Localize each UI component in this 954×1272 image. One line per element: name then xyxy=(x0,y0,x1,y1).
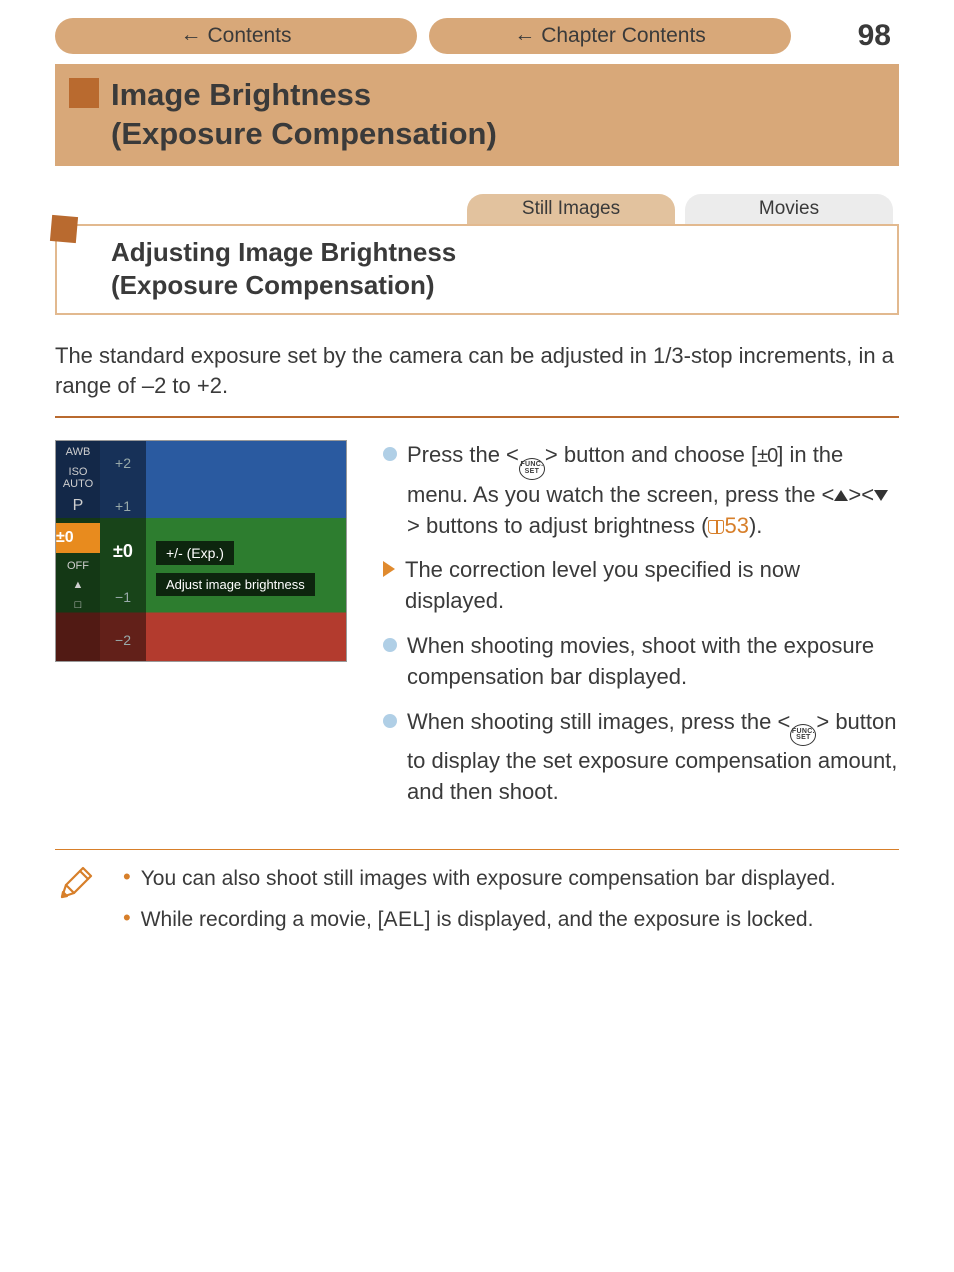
text: ). xyxy=(749,513,762,538)
book-icon xyxy=(708,520,724,534)
bullet-circle-icon xyxy=(383,638,397,652)
lcd-menu-item: OFF xyxy=(67,561,89,573)
exposure-icon: ±0 xyxy=(757,445,777,467)
chapter-contents-label: Chapter Contents xyxy=(541,24,706,48)
section-heading: Adjusting Image Brightness (Exposure Com… xyxy=(55,224,899,316)
scale-label: +1 xyxy=(115,498,131,514)
contents-label: Contents xyxy=(207,24,291,48)
tab-still-images: Still Images xyxy=(467,194,675,224)
lcd-menu-item: P xyxy=(73,498,84,515)
subheading-line-1: Adjusting Image Brightness xyxy=(111,236,879,270)
divider xyxy=(55,416,899,418)
text: >< xyxy=(848,482,874,507)
intro-text: The standard exposure set by the camera … xyxy=(55,341,899,400)
text: ] is displayed, and the exposure is lock… xyxy=(425,908,814,931)
pencil-note-icon xyxy=(55,864,95,904)
camera-lcd-screenshot: AWB ISO AUTO P ±0 OFF ▲ □ +2 +1 ±0 −1 −2… xyxy=(55,440,347,662)
func-set-icon: FUNC.SET xyxy=(519,458,545,480)
lcd-menu-item: ISO AUTO xyxy=(56,467,100,490)
title-line-1: Image Brightness xyxy=(111,76,879,115)
note-item: • You can also shoot still images with e… xyxy=(123,864,899,894)
instruction-item: Press the <FUNC.SET> button and choose [… xyxy=(383,440,899,541)
scale-label: +2 xyxy=(115,455,131,471)
note-bullet-icon: • xyxy=(123,864,131,894)
lcd-tooltip-title: +/- (Exp.) xyxy=(156,541,234,565)
text: When shooting movies, shoot with the exp… xyxy=(407,631,899,693)
page-title: Image Brightness (Exposure Compensation) xyxy=(55,64,899,166)
applicability-tabs: Still Images Movies xyxy=(55,194,899,224)
text: Press the < xyxy=(407,442,519,467)
lcd-menu-item: ▲ xyxy=(73,580,84,592)
lcd-menu-item: AWB xyxy=(66,447,91,459)
subheading-line-2: (Exposure Compensation) xyxy=(111,269,879,303)
text: The correction level you specified is no… xyxy=(405,555,899,617)
scale-label: −2 xyxy=(115,632,131,648)
instruction-item: When shooting still images, press the <F… xyxy=(383,707,899,808)
func-set-icon: FUNC.SET xyxy=(790,724,816,746)
scale-label: −1 xyxy=(115,589,131,605)
ael-label: AEL xyxy=(383,908,424,931)
tab-movies-label: Movies xyxy=(759,198,819,220)
text: > button and choose [ xyxy=(545,442,757,467)
note-item: • While recording a movie, [AEL] is disp… xyxy=(123,905,899,935)
tab-still-label: Still Images xyxy=(522,198,620,220)
xref-number: 53 xyxy=(724,513,748,538)
scale-label: ±0 xyxy=(113,541,133,562)
lcd-menu-selected: ±0 xyxy=(56,523,100,553)
text: You can also shoot still images with exp… xyxy=(141,864,836,894)
page-number: 98 xyxy=(858,19,899,53)
bullet-triangle-icon xyxy=(383,561,395,577)
lcd-tooltip-sub: Adjust image brightness xyxy=(156,573,315,596)
lcd-exposure-scale: +2 +1 ±0 −1 −2 xyxy=(100,441,146,661)
text: When shooting still images, press the < xyxy=(407,709,790,734)
page-reference-link[interactable]: 53 xyxy=(708,513,748,538)
instruction-item: The correction level you specified is no… xyxy=(383,555,899,617)
title-line-2: (Exposure Compensation) xyxy=(111,115,879,154)
bullet-circle-icon xyxy=(383,447,397,461)
note-bullet-icon: • xyxy=(123,905,131,935)
instruction-item: When shooting movies, shoot with the exp… xyxy=(383,631,899,693)
back-arrow-icon: ← xyxy=(180,23,201,47)
lcd-menu-item: □ xyxy=(75,600,82,612)
instruction-list: Press the <FUNC.SET> button and choose [… xyxy=(383,440,899,821)
lcd-menu-column: AWB ISO AUTO P ±0 OFF ▲ □ xyxy=(56,441,100,661)
chapter-contents-button[interactable]: ← Chapter Contents xyxy=(429,18,791,54)
contents-button[interactable]: ← Contents xyxy=(55,18,417,54)
text: While recording a movie, [ xyxy=(141,908,384,931)
down-triangle-icon xyxy=(874,490,888,501)
top-nav: ← Contents ← Chapter Contents 98 xyxy=(55,18,899,54)
notes-list: • You can also shoot still images with e… xyxy=(123,864,899,945)
tab-movies: Movies xyxy=(685,194,893,224)
notes-divider xyxy=(55,849,899,850)
up-triangle-icon xyxy=(834,490,848,501)
section-marker-icon xyxy=(50,214,78,242)
bullet-circle-icon xyxy=(383,714,397,728)
back-arrow-icon: ← xyxy=(514,23,535,47)
text: > buttons to adjust brightness ( xyxy=(407,513,708,538)
